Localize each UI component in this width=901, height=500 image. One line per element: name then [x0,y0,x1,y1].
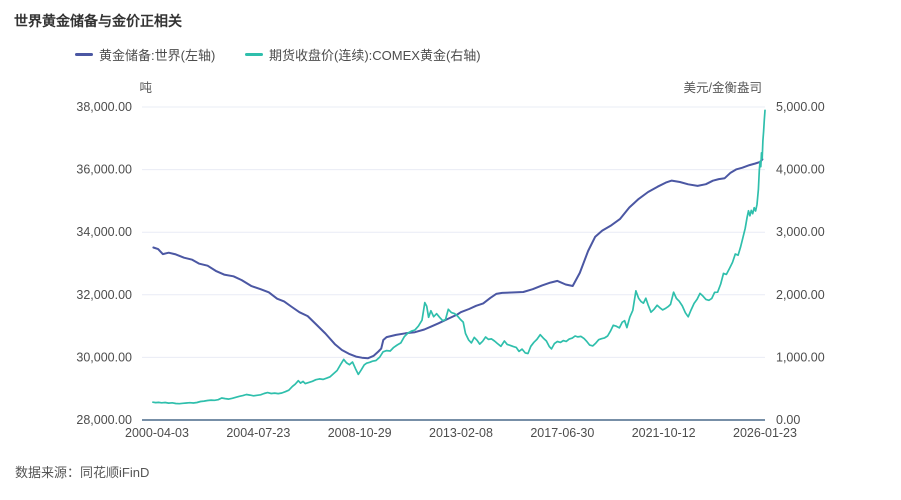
right-axis-tick-label: 5,000.00 [776,100,825,114]
legend-label: 期货收盘价(连续):COMEX黄金(右轴) [269,48,481,63]
left-axis-tick-label: 38,000.00 [76,100,132,114]
x-axis-tick-label: 2026-01-23 [733,426,797,440]
legend-item-gold-reserves[interactable]: 黄金储备:世界(左轴) [75,45,215,64]
page-title: 世界黄金储备与金价正相关 [14,13,182,29]
left-axis-tick-label: 36,000.00 [76,163,132,177]
left-axis-tick-label: 28,000.00 [76,413,132,427]
legend-item-comex-gold[interactable]: 期货收盘价(连续):COMEX黄金(右轴) [245,45,481,64]
x-axis-tick-label: 2004-07-23 [226,426,290,440]
right-axis-tick-label: 3,000.00 [776,225,825,239]
data-source: 数据来源：同花顺iFinD [15,465,150,480]
left-axis-unit: 吨 [139,81,152,95]
left-axis-tick-label: 32,000.00 [76,288,132,302]
right-axis-tick-label: 4,000.00 [776,163,825,177]
chart-legend: 黄金储备:世界(左轴) 期货收盘价(连续):COMEX黄金(右轴) [0,45,901,63]
x-axis-tick-label: 2000-04-03 [125,426,189,440]
legend-label: 黄金储备:世界(左轴) [99,48,216,63]
left-axis-tick-label: 34,000.00 [76,225,132,239]
x-axis-tick-label: 2021-10-12 [632,426,696,440]
x-axis-tick-label: 2017-06-30 [530,426,594,440]
x-axis-tick-label: 2013-02-08 [429,426,493,440]
right-axis-tick-label: 1,000.00 [776,350,825,364]
right-axis-unit: 美元/金衡盎司 [683,81,762,95]
reserves-line-swatch [75,53,93,56]
series-line-comex-gold [152,109,766,405]
comex-line-swatch [245,53,263,56]
right-axis-tick-label: 2,000.00 [776,288,825,302]
series-line-gold-reserves [152,158,764,360]
left-axis-tick-label: 30,000.00 [76,350,132,364]
right-axis-tick-label: 0.00 [776,413,800,427]
x-axis-tick-label: 2008-10-29 [328,426,392,440]
